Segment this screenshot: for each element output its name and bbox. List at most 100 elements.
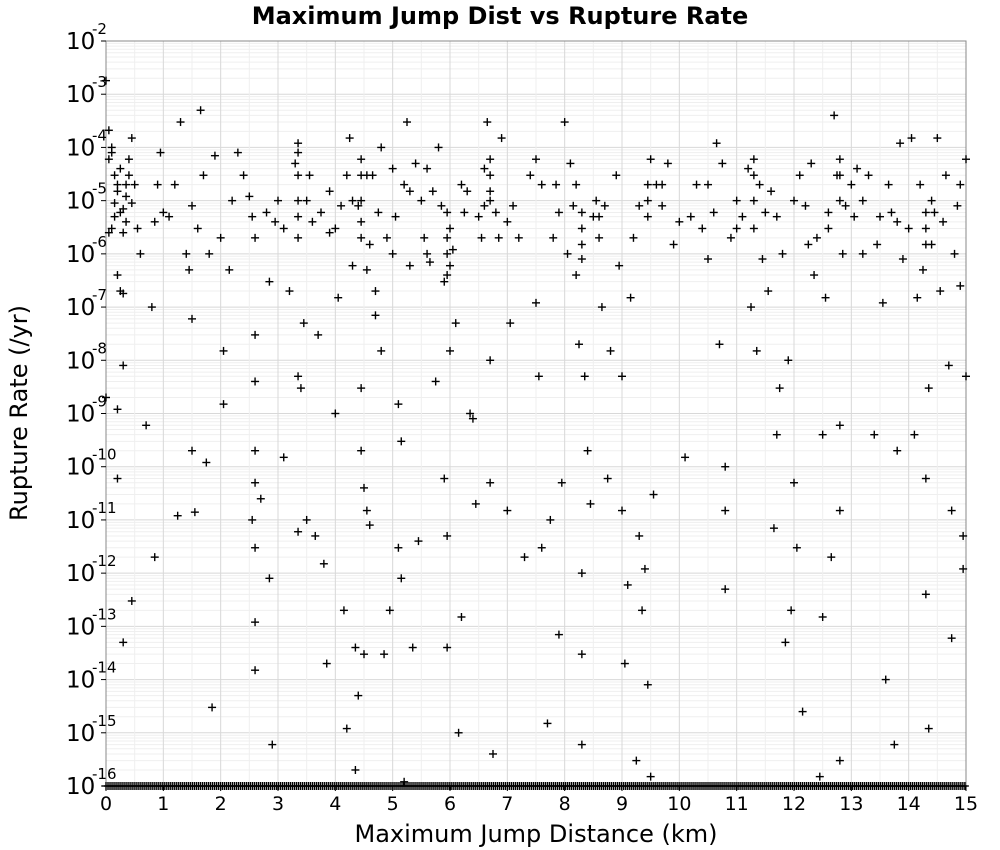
data-point bbox=[904, 224, 913, 233]
data-point bbox=[294, 148, 303, 157]
data-point bbox=[119, 638, 128, 647]
data-point bbox=[150, 217, 159, 226]
data-point bbox=[136, 249, 145, 258]
data-point bbox=[437, 201, 446, 210]
y-tick-label: 10-13 bbox=[66, 605, 117, 640]
data-point bbox=[549, 233, 558, 242]
data-point bbox=[377, 346, 386, 355]
data-point bbox=[537, 180, 546, 189]
data-point bbox=[193, 224, 202, 233]
data-point bbox=[325, 187, 334, 196]
data-point bbox=[632, 756, 641, 765]
data-point bbox=[749, 196, 758, 205]
data-point bbox=[142, 421, 151, 430]
data-point bbox=[185, 265, 194, 274]
y-tick-label: 10-12 bbox=[66, 552, 117, 587]
data-point bbox=[747, 303, 755, 312]
data-point bbox=[357, 196, 366, 205]
data-point bbox=[408, 643, 417, 652]
data-point bbox=[446, 224, 454, 233]
data-point bbox=[210, 151, 219, 160]
data-point bbox=[102, 76, 110, 85]
y-tick-base: 10 bbox=[66, 721, 95, 747]
data-point bbox=[738, 212, 747, 221]
data-point bbox=[919, 265, 927, 274]
data-point bbox=[362, 506, 371, 515]
data-point bbox=[124, 171, 133, 180]
data-point bbox=[491, 208, 500, 217]
data-point bbox=[150, 553, 159, 562]
data-point bbox=[483, 118, 492, 127]
data-point bbox=[443, 643, 452, 652]
data-point bbox=[781, 638, 790, 647]
data-point bbox=[322, 659, 331, 668]
x-tick-label: 2 bbox=[215, 793, 227, 815]
data-point bbox=[618, 506, 626, 515]
data-point bbox=[122, 217, 131, 226]
data-point bbox=[251, 618, 260, 627]
data-point bbox=[569, 201, 578, 210]
data-point bbox=[365, 240, 374, 249]
data-point bbox=[595, 212, 604, 221]
y-tick-base: 10 bbox=[66, 348, 95, 374]
data-point bbox=[423, 249, 432, 258]
data-point bbox=[577, 650, 586, 659]
data-point bbox=[119, 228, 128, 237]
data-point bbox=[294, 372, 303, 381]
data-point bbox=[947, 506, 956, 515]
data-point bbox=[787, 606, 796, 615]
x-tick-label: 0 bbox=[100, 793, 112, 815]
data-point bbox=[339, 606, 348, 615]
data-point bbox=[377, 143, 386, 152]
data-point bbox=[824, 224, 833, 233]
data-point bbox=[371, 311, 380, 320]
data-point bbox=[784, 356, 793, 365]
y-tick-base: 10 bbox=[66, 614, 95, 640]
data-point bbox=[251, 478, 260, 487]
data-point bbox=[423, 164, 432, 173]
data-point bbox=[127, 596, 136, 605]
y-axis-ticks: 10-210-310-410-510-610-710-810-910-1010-… bbox=[66, 20, 117, 800]
y-tick-exponent: -16 bbox=[92, 765, 117, 783]
data-point bbox=[821, 293, 830, 302]
data-point bbox=[405, 261, 414, 270]
data-point bbox=[354, 201, 363, 210]
data-point bbox=[577, 569, 586, 578]
data-point bbox=[357, 384, 366, 393]
y-tick-exponent: -14 bbox=[92, 659, 117, 677]
data-point bbox=[357, 155, 366, 164]
data-point bbox=[188, 446, 196, 455]
data-point bbox=[489, 749, 497, 758]
data-point bbox=[534, 372, 543, 381]
data-point bbox=[110, 171, 119, 180]
data-point bbox=[532, 298, 540, 307]
data-point bbox=[380, 650, 389, 659]
data-point bbox=[956, 180, 965, 189]
data-point bbox=[552, 180, 561, 189]
data-point bbox=[294, 139, 303, 148]
data-point bbox=[853, 164, 862, 173]
data-point bbox=[446, 261, 454, 270]
data-point bbox=[514, 233, 523, 242]
data-point bbox=[460, 208, 469, 217]
data-point bbox=[107, 224, 116, 233]
data-point bbox=[532, 155, 540, 164]
data-point bbox=[876, 212, 884, 221]
data-point bbox=[337, 201, 346, 210]
data-point bbox=[342, 724, 351, 733]
data-point bbox=[440, 277, 449, 286]
data-point bbox=[119, 361, 128, 370]
data-point bbox=[348, 196, 357, 205]
data-point bbox=[941, 171, 950, 180]
data-point bbox=[110, 199, 119, 208]
y-tick-label: 10-7 bbox=[66, 286, 107, 321]
data-point bbox=[640, 564, 649, 573]
data-point bbox=[351, 643, 360, 652]
data-point bbox=[721, 506, 730, 515]
data-point bbox=[497, 134, 506, 143]
data-point bbox=[577, 740, 586, 749]
data-point bbox=[597, 303, 606, 312]
data-point bbox=[577, 240, 586, 249]
x-tick-label: 7 bbox=[501, 793, 513, 815]
